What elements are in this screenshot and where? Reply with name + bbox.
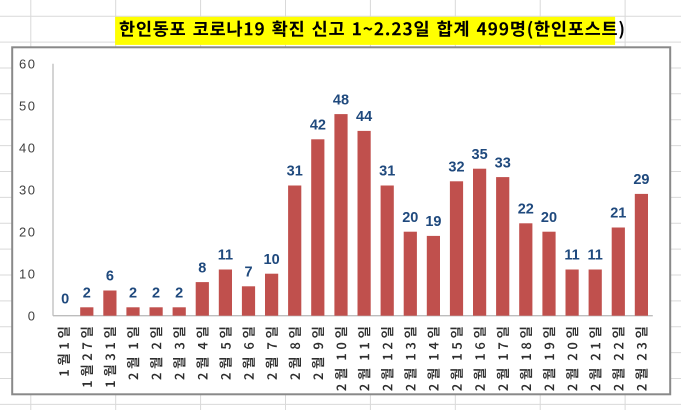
svg-text:32: 32: [448, 160, 464, 176]
svg-text:10: 10: [19, 266, 36, 281]
svg-text:42: 42: [310, 118, 326, 134]
svg-text:31: 31: [379, 164, 395, 180]
svg-text:60: 60: [19, 56, 36, 71]
svg-text:29: 29: [633, 172, 649, 188]
svg-text:40: 40: [19, 140, 36, 155]
svg-text:33: 33: [495, 155, 511, 171]
svg-text:0: 0: [61, 291, 69, 307]
svg-text:31: 31: [287, 164, 303, 180]
svg-text:21: 21: [610, 206, 626, 222]
svg-text:2: 2: [83, 286, 91, 302]
svg-text:35: 35: [472, 147, 488, 163]
svg-text:19: 19: [425, 214, 441, 230]
svg-text:2: 2: [175, 286, 183, 302]
svg-text:10: 10: [264, 252, 280, 268]
svg-text:2: 2: [129, 286, 137, 302]
svg-text:30: 30: [19, 182, 36, 197]
svg-text:50: 50: [19, 98, 36, 113]
svg-text:20: 20: [541, 210, 557, 226]
svg-text:48: 48: [333, 92, 349, 108]
svg-text:22: 22: [518, 202, 534, 218]
svg-text:11: 11: [588, 248, 603, 264]
svg-text:7: 7: [244, 265, 252, 281]
svg-text:20: 20: [402, 210, 418, 226]
svg-text:2: 2: [152, 286, 160, 302]
svg-text:8: 8: [198, 260, 206, 276]
svg-text:44: 44: [356, 109, 372, 125]
svg-text:0: 0: [28, 308, 37, 323]
svg-text:11: 11: [218, 248, 233, 264]
svg-text:11: 11: [564, 248, 579, 264]
svg-text:20: 20: [19, 224, 36, 239]
svg-text:6: 6: [106, 269, 114, 285]
